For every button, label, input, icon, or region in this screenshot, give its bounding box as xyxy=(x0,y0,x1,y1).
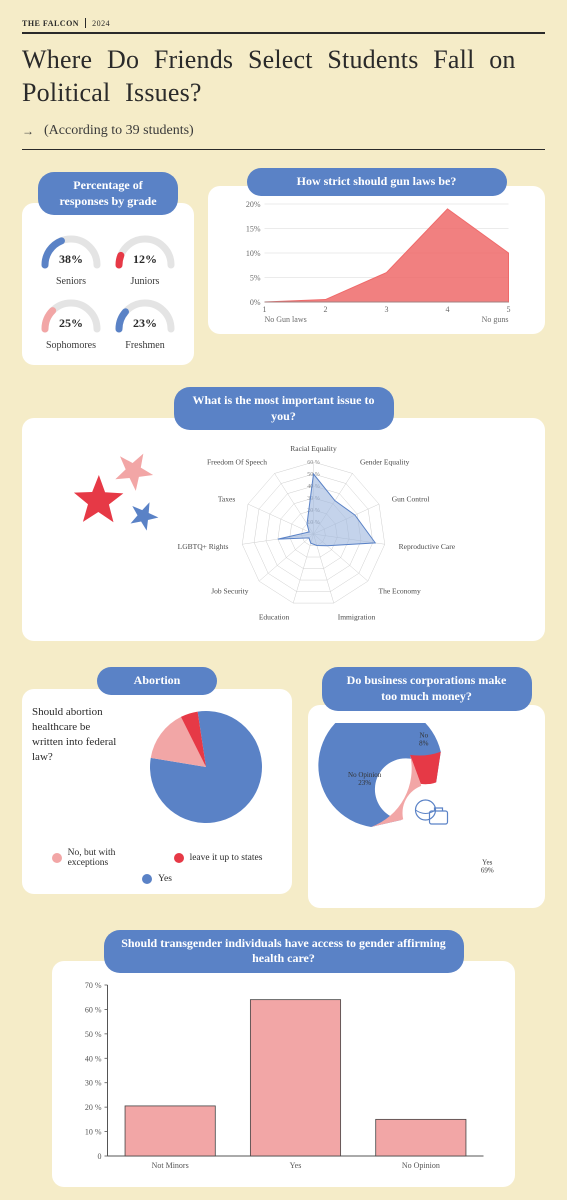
abortion-block: Abortion Should abortion healthcare be w… xyxy=(22,661,292,907)
year: 2024 xyxy=(92,19,110,28)
gauge-label: Seniors xyxy=(36,276,106,287)
radar-chart: 10 %20 %30 %40 %50 %60 %Racial EqualityG… xyxy=(32,436,535,631)
rule-thin xyxy=(22,149,545,150)
svg-text:10 %: 10 % xyxy=(85,1127,102,1136)
svg-text:20 %: 20 % xyxy=(85,1103,102,1112)
svg-text:25%: 25% xyxy=(59,316,83,330)
abortion-title: Abortion xyxy=(97,667,217,695)
separator xyxy=(85,18,86,28)
svg-text:50 %: 50 % xyxy=(85,1030,102,1039)
abortion-question: Should abortion healthcare be written in… xyxy=(32,705,120,840)
gun-title: How strict should gun laws be? xyxy=(247,168,507,196)
corp-donut: Yes69%No Opinion23%No8% xyxy=(318,723,535,898)
gauge-label: Sophomores xyxy=(36,340,106,351)
svg-text:30 %: 30 % xyxy=(85,1078,102,1087)
svg-text:Taxes: Taxes xyxy=(218,495,235,504)
svg-text:Yes69%: Yes69% xyxy=(481,858,494,874)
svg-text:15%: 15% xyxy=(246,224,261,233)
abortion-legend: No, but with exceptions leave it up to st… xyxy=(32,848,282,884)
svg-text:Freedom Of Speech: Freedom Of Speech xyxy=(207,458,267,467)
abortion-pie xyxy=(126,705,276,840)
svg-text:70 %: 70 % xyxy=(85,981,102,990)
pie-row: Abortion Should abortion healthcare be w… xyxy=(22,661,545,907)
grades-card: 38% Seniors 12% Juniors 25% Sophomores 23% Fres… xyxy=(22,203,194,365)
svg-text:4: 4 xyxy=(446,305,450,314)
svg-text:20%: 20% xyxy=(246,200,261,209)
svg-text:Education: Education xyxy=(259,613,290,622)
corp-block: Do business corporations make too much m… xyxy=(308,661,545,907)
svg-text:Gender Equality: Gender Equality xyxy=(360,458,410,467)
radar-title: What is the most important issue to you? xyxy=(174,387,394,430)
svg-text:Not Minors: Not Minors xyxy=(152,1161,189,1170)
gun-chart: 0% 5% 10% 15% 20% 1 2 3 4 5 No Gun laws No guns xyxy=(218,200,535,328)
trans-section: Should transgender individuals have acce… xyxy=(22,930,545,1187)
radar-section: What is the most important issue to you?… xyxy=(22,387,545,641)
svg-text:No Opinion: No Opinion xyxy=(402,1161,440,1170)
legend-item: Yes xyxy=(142,874,172,884)
trans-bars: 0 10 % 20 % 30 % 40 % 50 % 60 % 70 % Not Minors Y… xyxy=(66,979,501,1179)
svg-text:Yes: Yes xyxy=(290,1161,302,1170)
svg-text:5%: 5% xyxy=(250,273,261,282)
abortion-card: Should abortion healthcare be written in… xyxy=(22,689,292,894)
subtitle: (According to 39 students) xyxy=(44,123,194,139)
svg-text:Gun Control: Gun Control xyxy=(392,495,430,504)
trans-title: Should transgender individuals have acce… xyxy=(104,930,464,973)
rule-top xyxy=(22,32,545,34)
gauge-seniors: 38% Seniors xyxy=(36,229,106,287)
arrow-icon: → xyxy=(22,124,34,139)
svg-text:0: 0 xyxy=(98,1152,102,1161)
svg-text:38%: 38% xyxy=(59,252,83,266)
corp-title: Do business corporations make too much m… xyxy=(322,667,532,710)
svg-text:23%: 23% xyxy=(133,316,157,330)
svg-text:Racial Equality: Racial Equality xyxy=(290,444,337,453)
svg-text:The Economy: The Economy xyxy=(378,587,421,596)
svg-text:No Gun laws: No Gun laws xyxy=(265,315,307,324)
svg-text:60 %: 60 % xyxy=(85,1005,102,1014)
svg-text:Immigration: Immigration xyxy=(338,613,376,622)
svg-text:Job Security: Job Security xyxy=(211,587,249,596)
grades-title: Percentage of responses by grade xyxy=(38,172,178,215)
svg-text:3: 3 xyxy=(385,305,389,314)
svg-text:No guns: No guns xyxy=(482,315,509,324)
svg-text:Reproductive Care: Reproductive Care xyxy=(399,543,456,552)
gauge-label: Juniors xyxy=(110,276,180,287)
gauge-label: Freshmen xyxy=(110,340,180,351)
trans-card: 0 10 % 20 % 30 % 40 % 50 % 60 % 70 % Not Minors Y… xyxy=(52,961,515,1187)
svg-text:40 %: 40 % xyxy=(85,1054,102,1063)
gauge-juniors: 12% Juniors xyxy=(110,229,180,287)
row-grades-gun: Percentage of responses by grade 38% Seni… xyxy=(22,164,545,365)
svg-text:10%: 10% xyxy=(246,249,261,258)
brand: THE FALCON xyxy=(22,19,79,28)
gun-block: How strict should gun laws be? 0%5%10%15… xyxy=(208,164,545,365)
legend-item: No, but with exceptions xyxy=(52,848,148,868)
gauge-freshmen: 23% Freshmen xyxy=(110,293,180,351)
svg-text:5: 5 xyxy=(507,305,511,314)
masthead: THE FALCON 2024 xyxy=(22,18,545,28)
gauge-sophomores: 25% Sophomores xyxy=(36,293,106,351)
grades-block: Percentage of responses by grade 38% Seni… xyxy=(22,164,194,365)
svg-text:12%: 12% xyxy=(133,252,157,266)
legend-item: leave it up to states xyxy=(174,848,263,868)
svg-text:1: 1 xyxy=(263,305,267,314)
svg-text:LGBTQ+ Rights: LGBTQ+ Rights xyxy=(178,543,229,552)
svg-text:No8%: No8% xyxy=(419,731,429,747)
subtitle-row: → (According to 39 students) xyxy=(22,123,545,139)
gauges-grid: 38% Seniors 12% Juniors 25% Sophomores 23% Fres… xyxy=(32,229,184,355)
page-title: Where Do Friends Select Students Fall on… xyxy=(22,44,545,109)
svg-text:2: 2 xyxy=(324,305,328,314)
svg-text:0%: 0% xyxy=(250,298,261,307)
radar-card: 10 %20 %30 %40 %50 %60 %Racial EqualityG… xyxy=(22,418,545,641)
corp-card: Yes69%No Opinion23%No8% xyxy=(308,705,545,908)
gun-card: 0% 5% 10% 15% 20% 1 2 3 4 5 No Gun laws No guns xyxy=(208,186,545,334)
